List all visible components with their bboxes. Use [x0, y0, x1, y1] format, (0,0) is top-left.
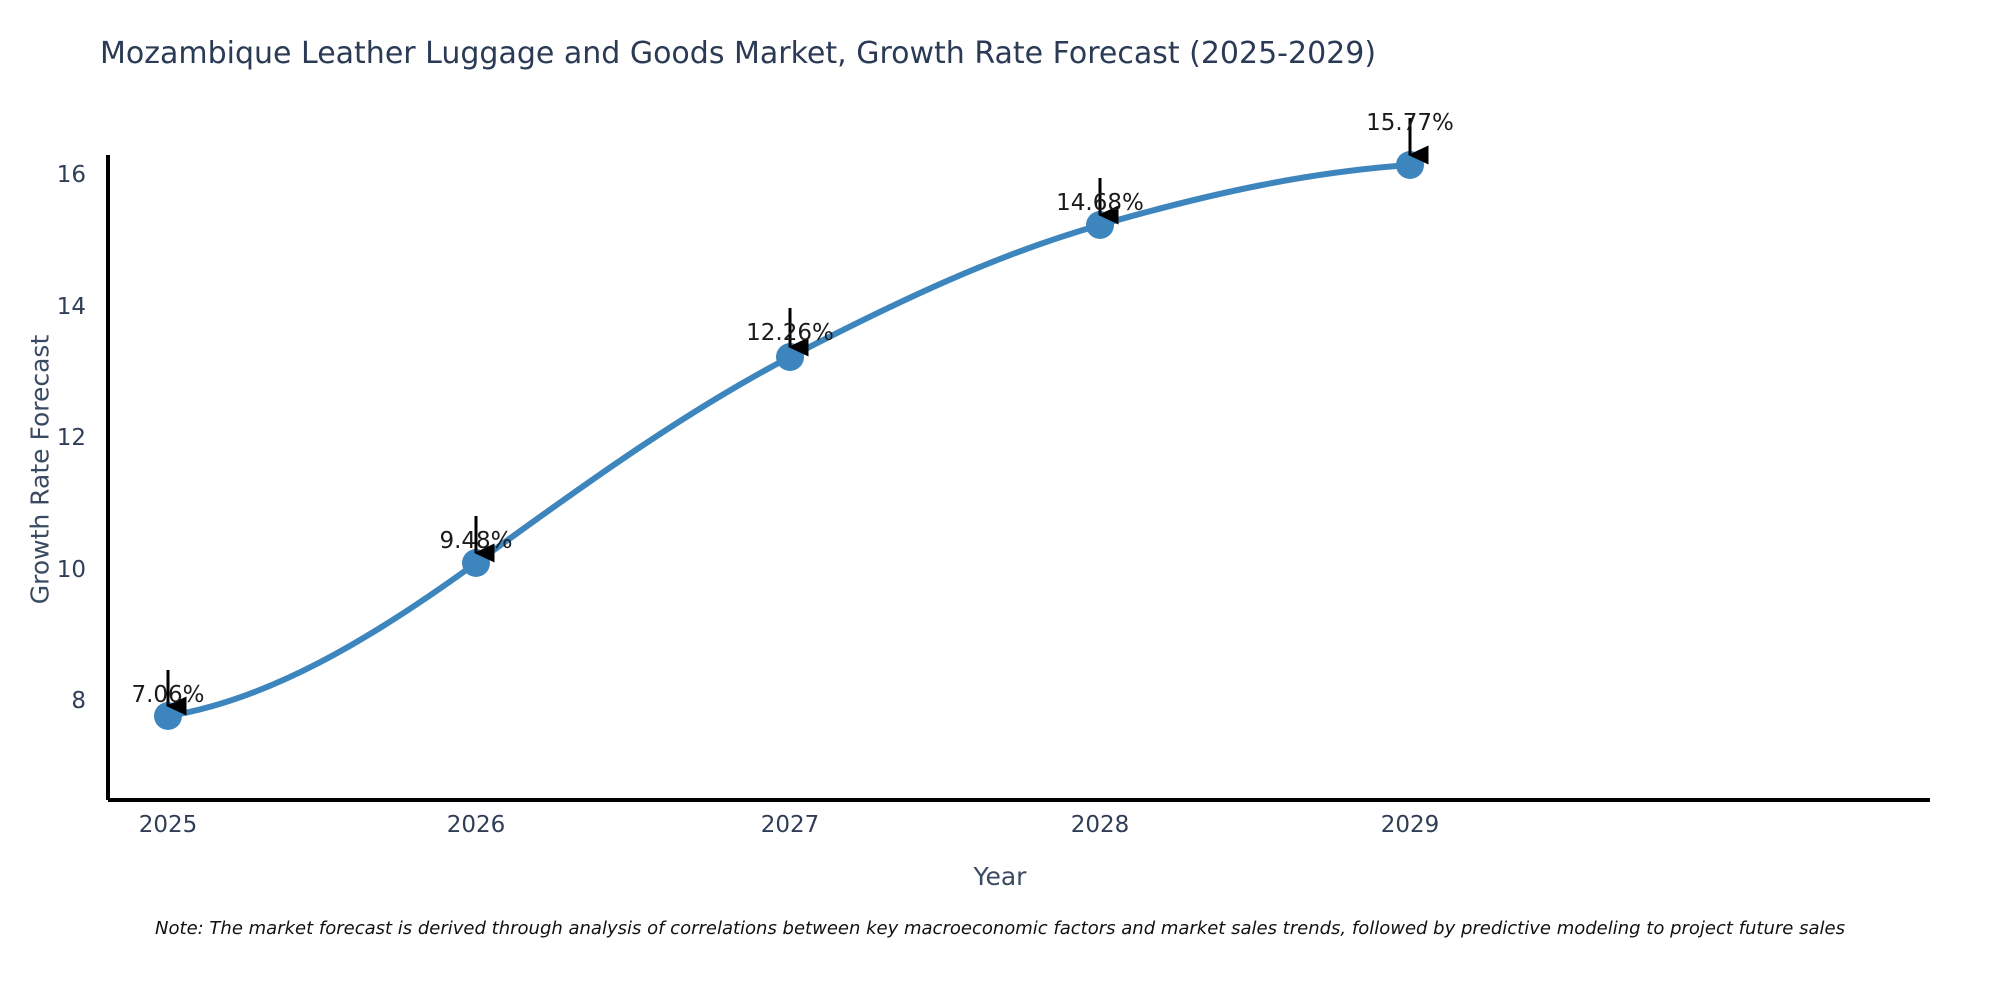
chart-footnote: Note: The market forecast is derived thr… [155, 918, 1845, 939]
x-tick-label: 2027 [760, 812, 820, 838]
data-point-label: 14.68% [1056, 190, 1144, 216]
data-point-marker[interactable] [776, 343, 804, 371]
data-point-label: 7.06% [131, 682, 205, 708]
data-point-label: 15.77% [1366, 110, 1454, 136]
y-tick-label: 16 [56, 162, 86, 188]
x-tick-label: 2029 [1380, 812, 1440, 838]
data-point-label: 12.26% [746, 320, 834, 346]
y-tick-label: 14 [56, 294, 86, 320]
y-tick-label: 8 [71, 688, 86, 714]
x-tick-label: 2026 [446, 812, 506, 838]
x-tick-label: 2028 [1070, 812, 1130, 838]
data-point-label: 9.48% [439, 528, 513, 554]
chart-title: Mozambique Leather Luggage and Goods Mar… [100, 36, 1377, 71]
x-axis-title: Year [973, 862, 1027, 891]
y-tick-label: 10 [56, 557, 86, 583]
x-tick-label: 2025 [138, 812, 198, 838]
series-line-growth-rate [165, 162, 1413, 719]
data-point-marker[interactable] [1396, 151, 1424, 179]
y-tick-label: 12 [56, 425, 86, 451]
